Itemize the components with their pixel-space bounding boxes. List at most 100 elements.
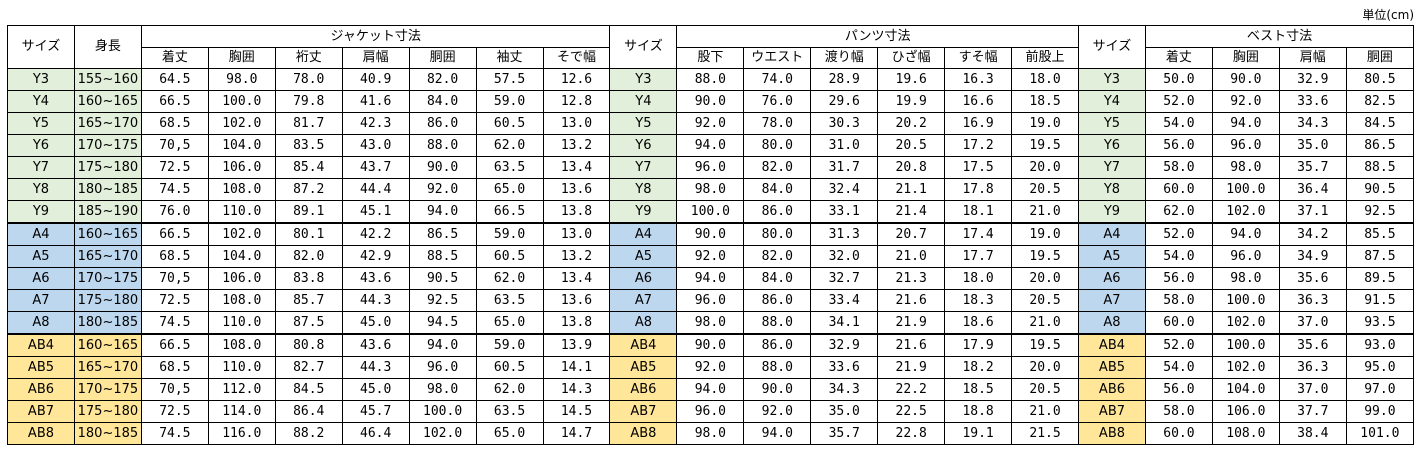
value-cell: 43.6 (341, 333, 410, 357)
value-cell: 94.5 (408, 311, 477, 335)
value-cell: 81.7 (274, 112, 343, 135)
size-cell: AB6 (7, 378, 75, 401)
value-cell: 89.1 (274, 200, 343, 224)
value-cell: 68.5 (140, 356, 209, 379)
data-row: A6 170~175 70,5 106.0 83.8 43.6 90.5 62.0 13.4 A6… (7, 267, 1415, 290)
column-header: ウエスト (743, 47, 812, 69)
value-cell: 108.0 (207, 333, 276, 357)
value-cell: 18.8 (944, 400, 1013, 423)
value-cell: 13.9 (542, 333, 611, 357)
value-cell: 59.0 (475, 222, 544, 246)
value-cell: 90.0 (676, 333, 745, 357)
value-cell: 60.0 (1144, 178, 1213, 201)
data-row: A7 175~180 72.5 108.0 85.7 44.3 92.5 63.5 13.6 A7… (7, 289, 1415, 312)
height-cell: 180~185 (73, 311, 142, 335)
value-cell: 82.0 (408, 68, 477, 91)
value-cell: 86.0 (408, 112, 477, 135)
value-cell: 42.9 (341, 245, 410, 268)
value-cell: 40.9 (341, 68, 410, 91)
value-cell: 106.0 (1211, 400, 1280, 423)
value-cell: 86.4 (274, 400, 343, 423)
height-cell: 180~185 (73, 422, 142, 445)
value-cell: 22.2 (877, 378, 946, 401)
value-cell: 22.8 (877, 422, 946, 445)
value-cell: 82.0 (274, 245, 343, 268)
size-cell: AB8 (609, 422, 678, 445)
value-cell: 58.0 (1144, 289, 1213, 312)
value-cell: 13.6 (542, 178, 611, 201)
value-cell: 60.5 (475, 112, 544, 135)
value-cell: 43.6 (341, 267, 410, 290)
value-cell: 84.0 (743, 267, 812, 290)
value-cell: 62.0 (475, 134, 544, 157)
value-cell: 13.4 (542, 156, 611, 179)
value-cell: 102.0 (207, 222, 276, 246)
value-cell: 108.0 (207, 178, 276, 201)
value-cell: 19.5 (1011, 245, 1079, 268)
value-cell: 106.0 (207, 267, 276, 290)
value-cell: 72.5 (140, 289, 209, 312)
value-cell: 19.0 (1011, 112, 1079, 135)
value-cell: 101.0 (1345, 422, 1415, 445)
size-cell: Y8 (1078, 178, 1146, 201)
value-cell: 35.6 (1278, 333, 1347, 357)
value-cell: 94.0 (1211, 222, 1280, 246)
value-cell: 86.0 (743, 333, 812, 357)
value-cell: 102.0 (408, 422, 477, 445)
data-row: Y9 185~190 76.0 110.0 89.1 45.1 94.0 66.5 13.8 Y9… (7, 200, 1415, 224)
data-row: AB5 165~170 68.5 110.0 82.7 44.3 96.0 60.5 14.1 A… (7, 356, 1415, 379)
value-cell: 13.2 (542, 134, 611, 157)
column-header: ひざ幅 (877, 47, 946, 69)
value-cell: 13.4 (542, 267, 611, 290)
value-cell: 66.5 (475, 200, 544, 224)
value-cell: 29.6 (810, 90, 879, 113)
value-cell: 72.5 (140, 156, 209, 179)
value-cell: 21.0 (877, 245, 946, 268)
value-cell: 79.8 (274, 90, 343, 113)
value-cell: 95.0 (1345, 356, 1415, 379)
value-cell: 21.0 (1011, 200, 1079, 224)
value-cell: 19.5 (1011, 333, 1079, 357)
value-cell: 21.6 (877, 289, 946, 312)
value-cell: 42.2 (341, 222, 410, 246)
value-cell: 84.0 (743, 178, 812, 201)
value-cell: 18.5 (1011, 90, 1079, 113)
value-cell: 70,5 (140, 378, 209, 401)
value-cell: 96.0 (676, 156, 745, 179)
value-cell: 66.5 (140, 333, 209, 357)
value-cell: 31.7 (810, 156, 879, 179)
value-cell: 37.1 (1278, 200, 1347, 224)
column-header: 肩幅 (341, 47, 410, 69)
value-cell: 90.0 (676, 90, 745, 113)
value-cell: 50.0 (1144, 68, 1213, 91)
size-cell: A6 (7, 267, 75, 290)
value-cell: 41.6 (341, 90, 410, 113)
value-cell: 20.7 (877, 222, 946, 246)
value-cell: 85.4 (274, 156, 343, 179)
value-cell: 32.9 (1278, 68, 1347, 91)
value-cell: 62.0 (475, 267, 544, 290)
value-cell: 104.0 (207, 245, 276, 268)
size-cell: AB7 (7, 400, 75, 423)
value-cell: 14.1 (542, 356, 611, 379)
size-cell: AB5 (1078, 356, 1146, 379)
size-cell: AB6 (609, 378, 678, 401)
size-cell: Y5 (609, 112, 678, 135)
value-cell: 44.4 (341, 178, 410, 201)
size-cell: Y9 (609, 200, 678, 224)
value-cell: 60.5 (475, 245, 544, 268)
value-cell: 36.3 (1278, 356, 1347, 379)
value-cell: 92.0 (1211, 90, 1280, 113)
value-cell: 13.8 (542, 200, 611, 224)
value-cell: 35.6 (1278, 267, 1347, 290)
value-cell: 96.0 (1211, 134, 1280, 157)
value-cell: 65.0 (475, 311, 544, 335)
value-cell: 80.1 (274, 222, 343, 246)
value-cell: 34.1 (810, 311, 879, 335)
value-cell: 42.3 (341, 112, 410, 135)
height-cell: 175~180 (73, 156, 142, 179)
value-cell: 62.0 (1144, 200, 1213, 224)
value-cell: 90.0 (676, 222, 745, 246)
value-cell: 98.0 (676, 178, 745, 201)
height-cell: 170~175 (73, 378, 142, 401)
